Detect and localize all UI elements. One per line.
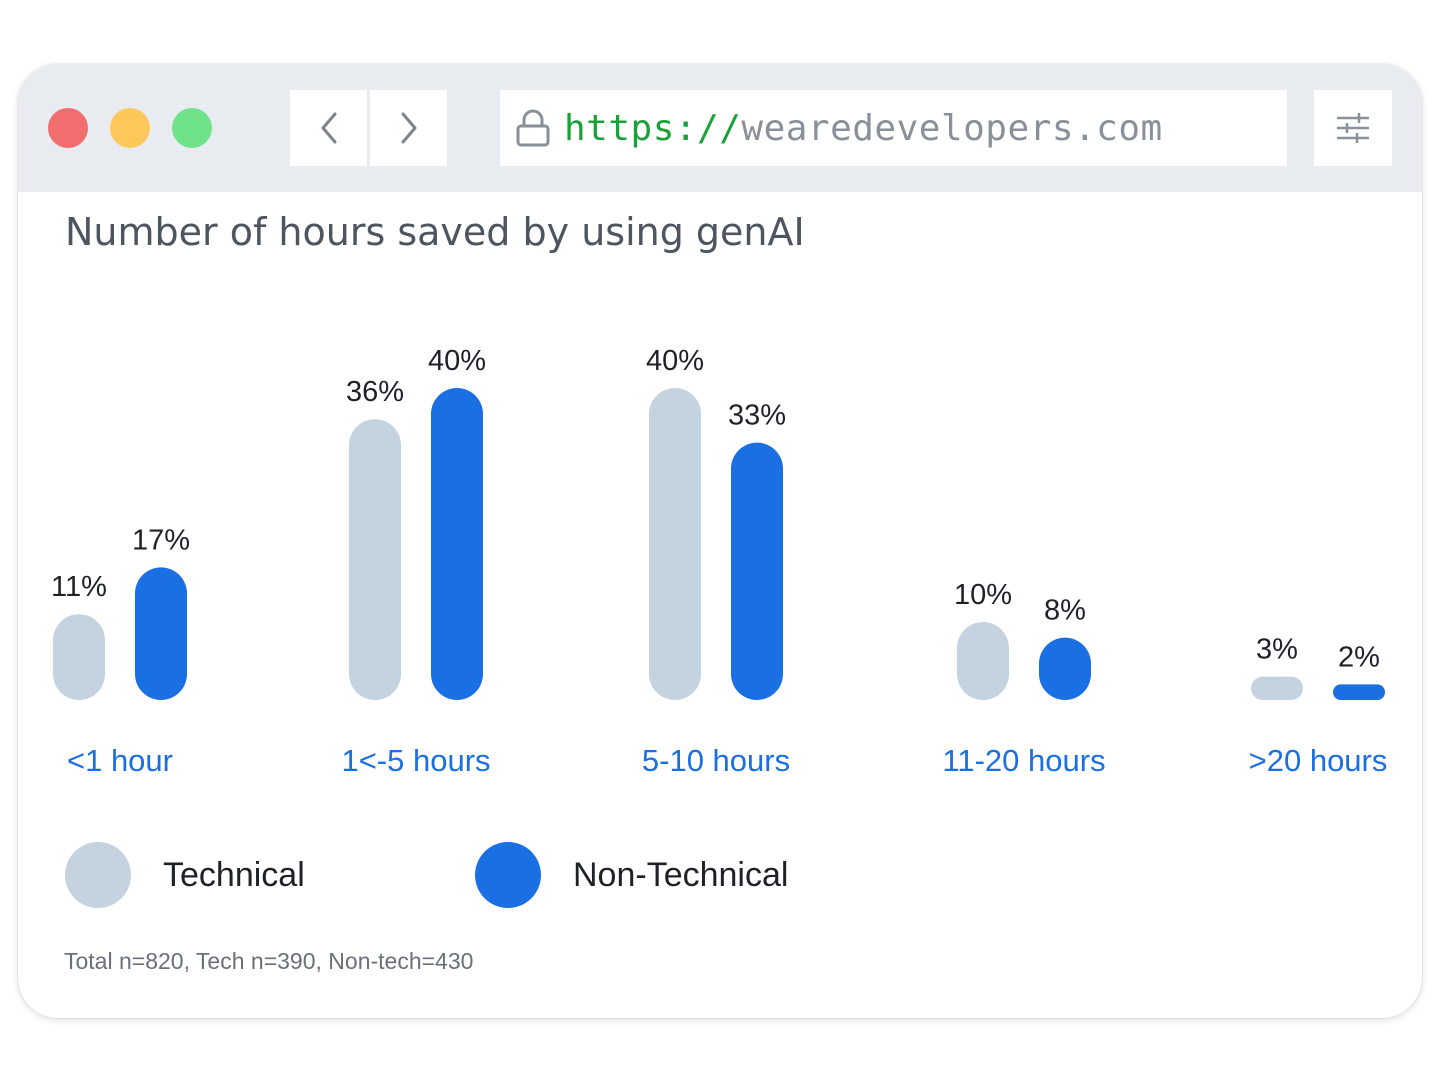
bar-non-technical-2: [431, 388, 483, 700]
value-label-non-technical-1: 17%: [132, 524, 190, 556]
maximize-window-button[interactable]: [172, 108, 212, 148]
value-label-technical-4: 10%: [954, 579, 1012, 611]
close-window-button[interactable]: [48, 108, 88, 148]
browser-titlebar: https://wearedevelopers.com: [18, 64, 1422, 192]
legend-swatch-non-technical: [475, 842, 541, 908]
legend-label-non-technical: Non-Technical: [573, 856, 789, 894]
value-label-technical-1: 11%: [51, 571, 107, 603]
chart-title: Number of hours saved by using genAI: [65, 210, 805, 254]
legend-label-technical: Technical: [163, 856, 305, 894]
bar-technical-2: [349, 419, 401, 700]
address-bar[interactable]: https://wearedevelopers.com: [500, 90, 1287, 166]
category-label-1: <1 hour: [67, 743, 173, 778]
bar-non-technical-1: [135, 567, 187, 700]
value-label-non-technical-2: 40%: [428, 345, 486, 377]
sample-size-footnote: Total n=820, Tech n=390, Non-tech=430: [64, 948, 474, 974]
chevron-left-icon: [321, 112, 336, 144]
back-button[interactable]: [290, 90, 367, 166]
value-label-technical-3: 40%: [646, 345, 704, 377]
minimize-window-button[interactable]: [110, 108, 150, 148]
bar-non-technical-5: [1333, 684, 1385, 700]
url-text: https://wearedevelopers.com: [564, 108, 1163, 149]
bar-non-technical-3: [731, 442, 783, 700]
settings-button[interactable]: [1314, 90, 1392, 166]
value-label-technical-2: 36%: [346, 376, 404, 408]
bar-technical-4: [957, 622, 1009, 700]
bar-chart: 11% 17% <1 hour 36% 40% 1<-5 hours 40% 33% 5-10 …: [51, 345, 1388, 778]
forward-button[interactable]: [370, 90, 447, 166]
category-label-4: 11-20 hours: [942, 743, 1105, 778]
url-protocol: https://: [564, 107, 742, 149]
category-label-3: 5-10 hours: [642, 743, 790, 778]
browser-window: https://wearedevelopers.com Number of ho…: [18, 64, 1422, 1018]
value-label-non-technical-4: 8%: [1044, 595, 1086, 627]
lock-icon: [514, 108, 554, 148]
bar-technical-3: [649, 388, 701, 700]
chevron-right-icon: [401, 112, 416, 144]
legend-swatch-technical: [65, 842, 131, 908]
bar-technical-5: [1251, 676, 1303, 700]
value-label-technical-5: 3%: [1256, 634, 1298, 666]
category-label-5: >20 hours: [1249, 743, 1388, 778]
bar-non-technical-4: [1039, 637, 1091, 700]
url-host: wearedevelopers.com: [741, 107, 1163, 149]
sliders-icon: [1337, 113, 1369, 143]
category-label-2: 1<-5 hours: [341, 743, 490, 778]
value-label-non-technical-3: 33%: [728, 400, 786, 432]
bar-technical-1: [53, 614, 105, 700]
value-label-non-technical-5: 2%: [1338, 641, 1380, 673]
